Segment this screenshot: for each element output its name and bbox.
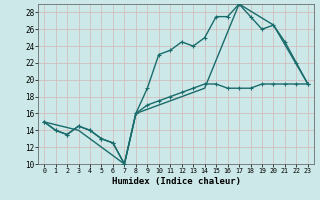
- X-axis label: Humidex (Indice chaleur): Humidex (Indice chaleur): [111, 177, 241, 186]
